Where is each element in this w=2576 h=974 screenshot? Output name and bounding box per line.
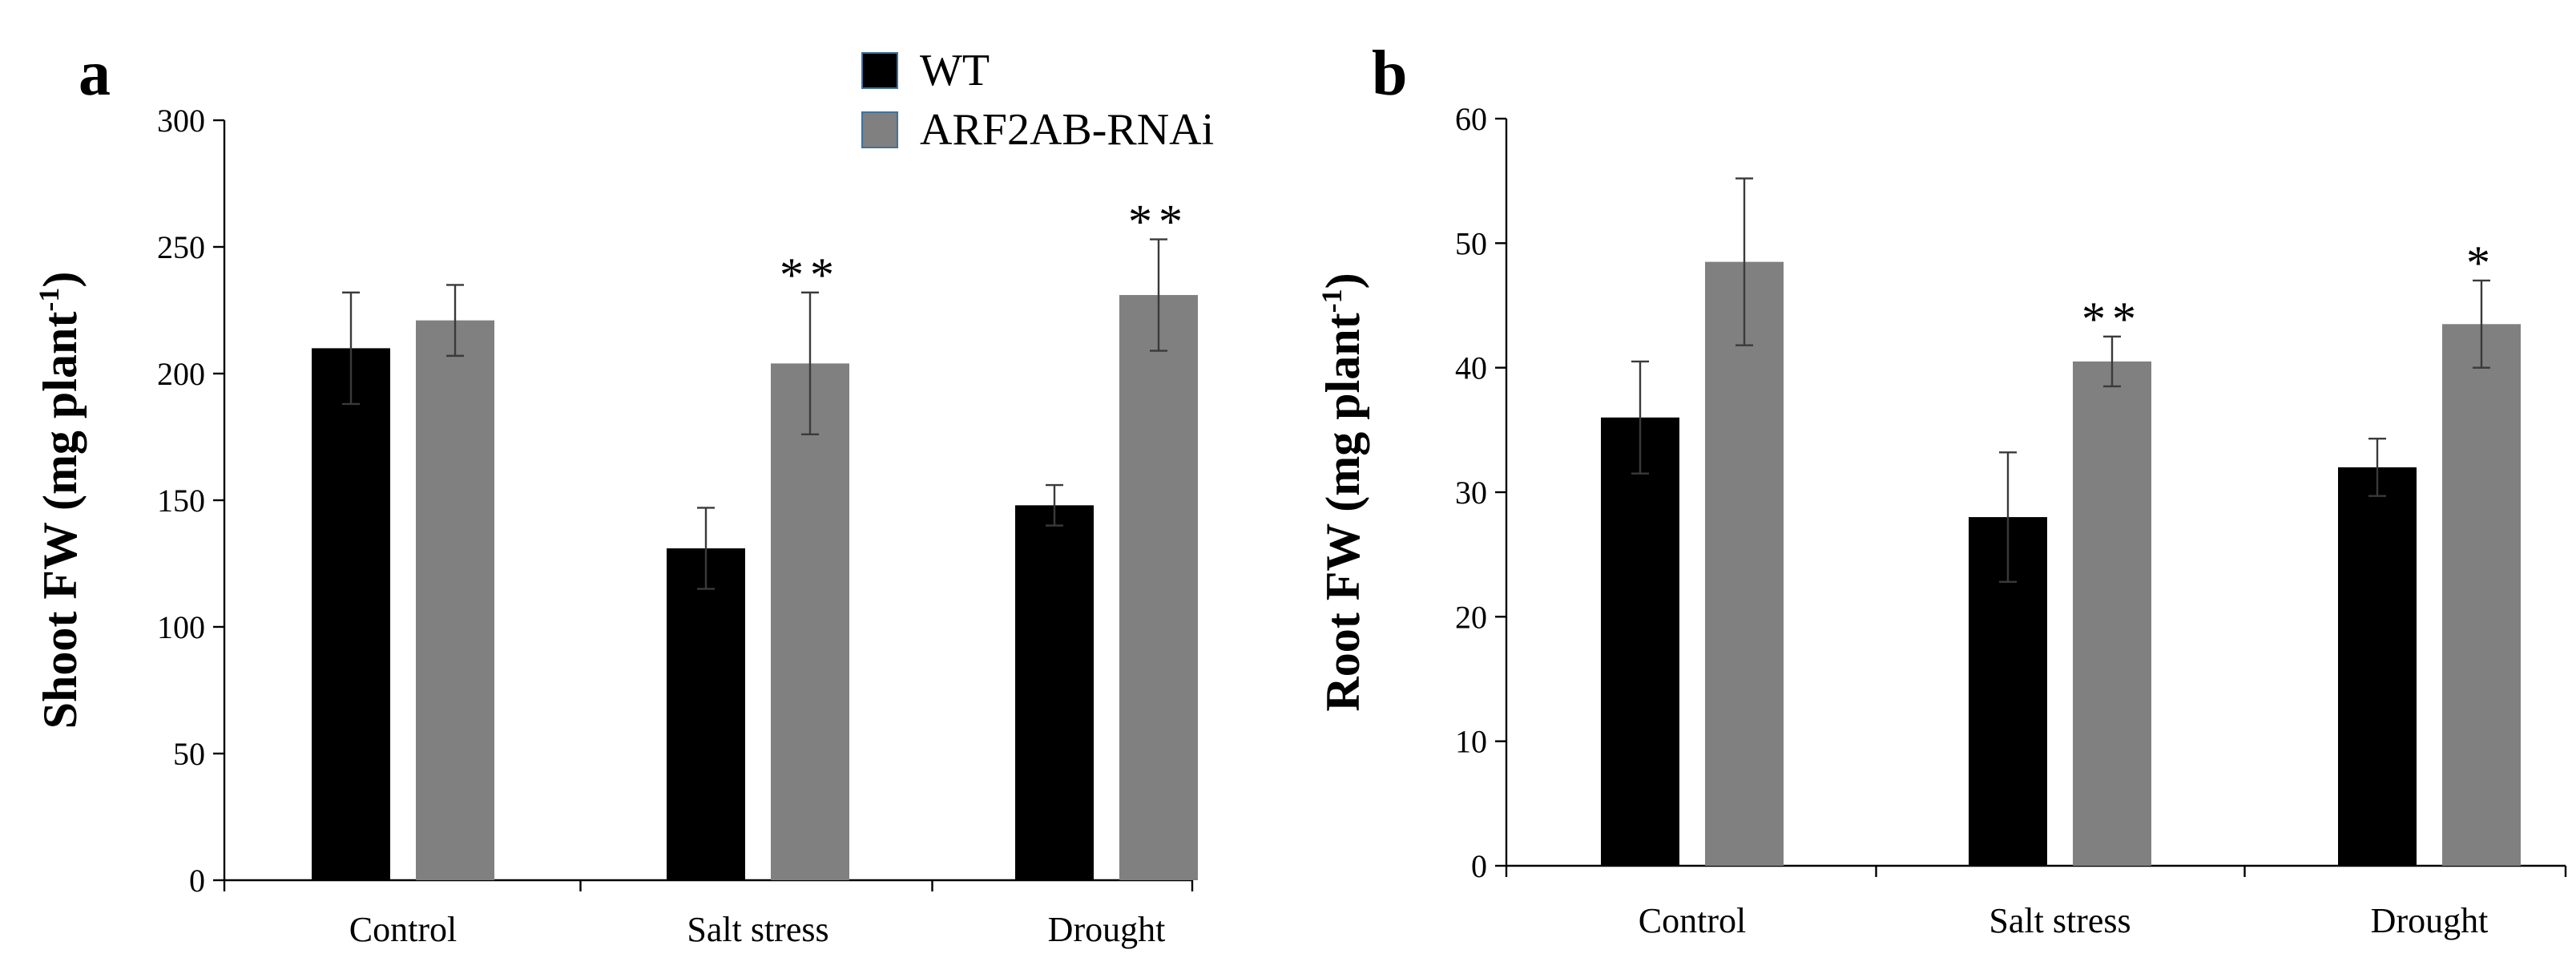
chart1-error-bar-wt-drought: [1046, 483, 1063, 527]
chart1-y-tick-label: 300: [157, 103, 205, 139]
legend-swatch-wt: [861, 52, 898, 89]
chart1-y-tick-label: 150: [157, 483, 205, 519]
chart1-y-tick-label: 0: [189, 863, 205, 899]
chart2-y-tick-label: 10: [1455, 724, 1487, 760]
chart1-error-bar-wt-salt-stress: [697, 507, 715, 590]
chart1-error-bar-wt-control: [342, 291, 360, 406]
chart2-significance-arf2ab-rnai-drought: *: [2466, 236, 2497, 289]
chart2-error-bar-wt-salt-stress: [1999, 451, 2017, 584]
chart2-y-tick-label: 30: [1455, 475, 1487, 511]
chart2-error-bar-wt-drought: [2368, 438, 2386, 497]
chart2-bar-wt-drought: [2338, 467, 2417, 866]
chart2-bar-arf2ab-rnai-salt-stress: [2073, 361, 2151, 866]
chart2-significance-arf2ab-rnai-salt-stress: **: [2082, 293, 2143, 346]
legend-label-arf2ab-rnai: ARF2AB-RNAi: [920, 105, 1214, 155]
chart2-bar-arf2ab-rnai-drought: [2442, 324, 2521, 866]
chart2-category-label-drought: Drought: [2371, 901, 2489, 940]
chart2-error-bar-wt-control: [1631, 360, 1649, 475]
chart2-error-bar-arf2ab-rnai-drought: [2473, 279, 2490, 369]
chart2-y-tick-label: 40: [1455, 350, 1487, 386]
chart2-y-tick-label: 0: [1471, 848, 1487, 884]
chart1-bar-wt-salt-stress: [667, 548, 745, 880]
chart1-error-bar-arf2ab-rnai-drought: [1150, 238, 1167, 352]
chart1-y-tick-label: 200: [157, 356, 205, 392]
chart1-category-label-control: Control: [349, 910, 457, 949]
chart2-category-label-salt-stress: Salt stress: [1989, 901, 2131, 940]
legend: WT ARF2AB-RNAi: [861, 46, 1214, 155]
chart1-bar-arf2ab-rnai-salt-stress: [771, 363, 849, 880]
legend-swatch-arf2ab-rnai: [861, 111, 898, 148]
legend-label-wt: WT: [920, 46, 990, 95]
chart1-error-bar-arf2ab-rnai-control: [446, 284, 464, 358]
chart1-significance-arf2ab-rnai-drought: **: [1128, 196, 1189, 249]
chart2-bar-wt-control: [1601, 417, 1679, 866]
chart-shoot-fw: 0 50 100 150 200 250 300 Control Salt stress Drou…: [33, 38, 1198, 949]
chart1-bar-wt-drought: [1015, 505, 1094, 880]
chart2-y-tick-label: 60: [1455, 101, 1487, 137]
chart1-bar-wt-control: [312, 348, 390, 880]
chart2-panel-label: b: [1372, 38, 1408, 109]
chart1-error-bar-arf2ab-rnai-salt-stress: [801, 291, 819, 436]
chart1-y-tick-label: 100: [157, 609, 205, 645]
chart2-category-label-control: Control: [1639, 901, 1746, 940]
chart2-error-bar-arf2ab-rnai-control: [1735, 177, 1753, 346]
chart2-bar-arf2ab-rnai-control: [1705, 261, 1784, 867]
chart1-y-tick-label: 250: [157, 229, 205, 265]
chart1-y-axis-label: Shoot FW (mg plant-1): [33, 272, 87, 729]
chart1-bar-arf2ab-rnai-control: [416, 320, 494, 880]
chart1-panel-label: a: [79, 38, 111, 109]
chart1-bar-arf2ab-rnai-drought: [1119, 295, 1198, 880]
chart1-category-label-salt-stress: Salt stress: [687, 910, 828, 949]
chart2-error-bar-arf2ab-rnai-salt-stress: [2103, 335, 2121, 388]
chart2-y-axis-label: Root FW (mg plant-1): [1316, 273, 1369, 711]
chart2-y-tick-label: 20: [1455, 599, 1487, 635]
chart1-significance-arf2ab-rnai-salt-stress: **: [780, 249, 841, 301]
chart1-y-tick-label: 50: [173, 736, 205, 772]
chart2-y-tick-label: 50: [1455, 225, 1487, 261]
chart1-category-label-drought: Drought: [1048, 910, 1166, 949]
